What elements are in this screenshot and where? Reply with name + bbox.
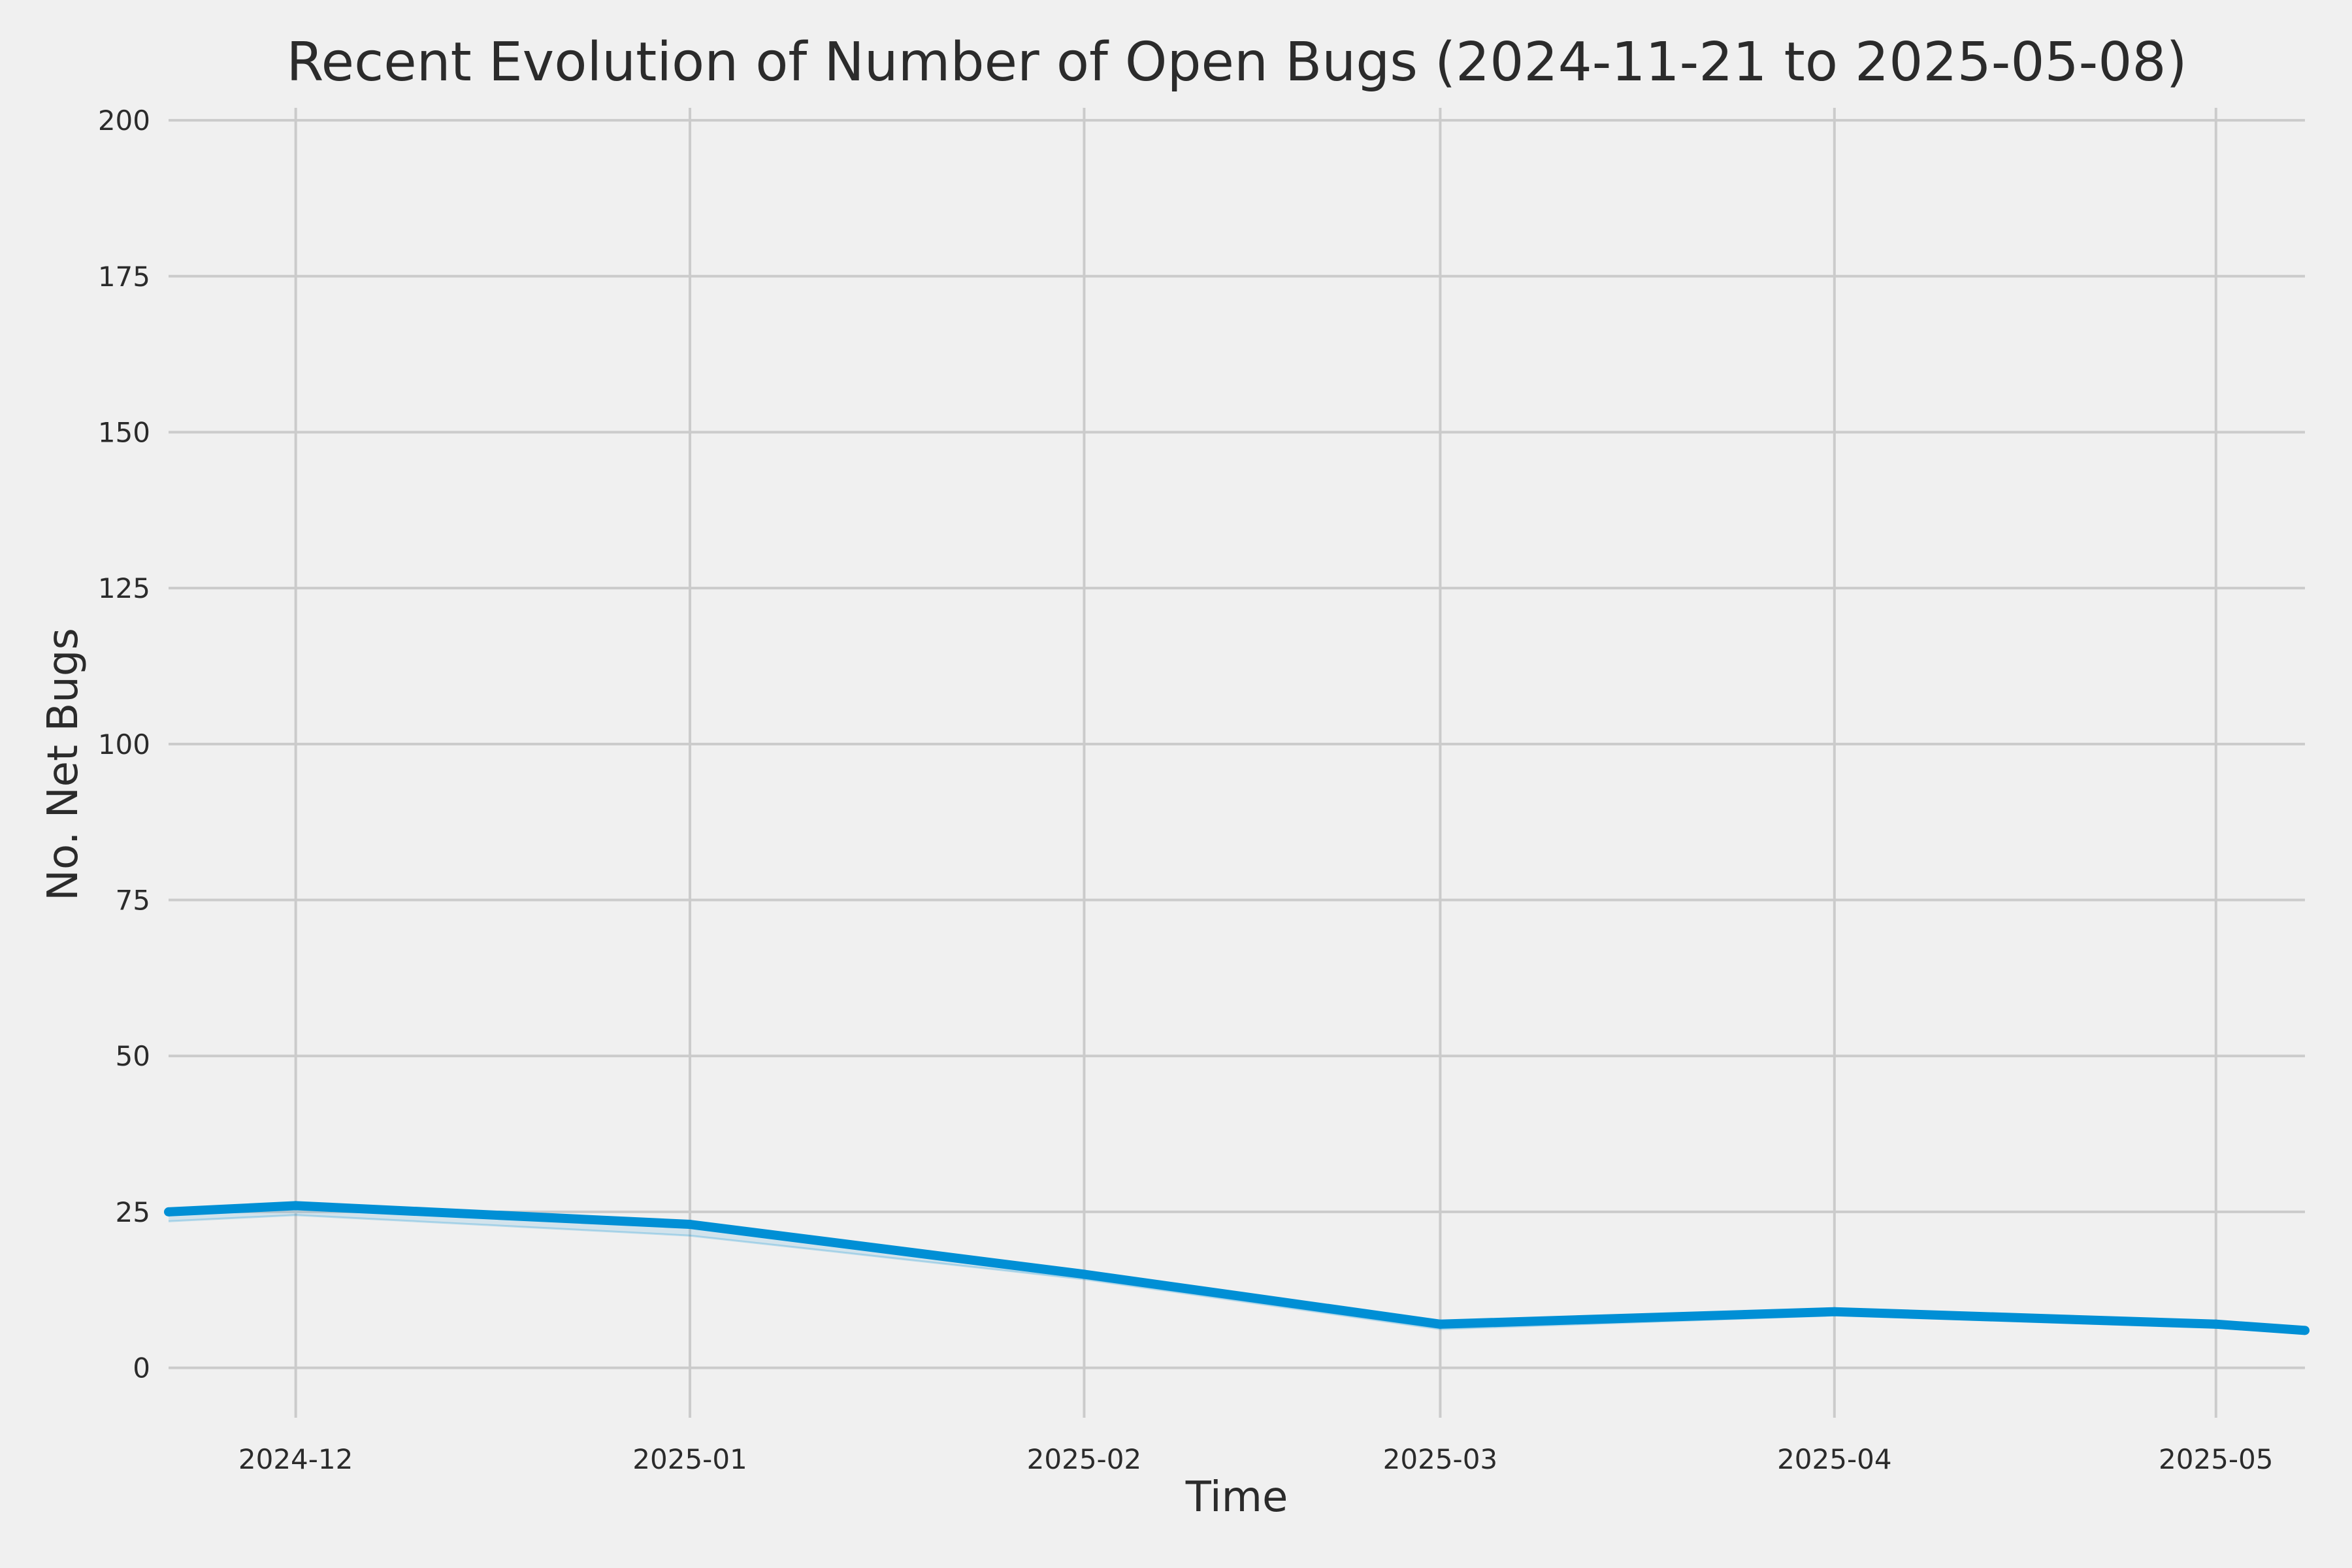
x-axis-ticks: 2024-12 2025-01 2025-02 2025-03 2025-04 2025-… [238,1443,2274,1475]
data-point [164,1207,173,1217]
y-tick-label: 200 [98,105,150,137]
data-point [685,1220,695,1230]
x-tick-label: 2025-01 [632,1443,747,1475]
chart-title: Recent Evolution of Number of Open Bugs … [286,31,2187,93]
data-point [1829,1307,1839,1316]
data-point [2211,1319,2221,1329]
grid [169,108,2305,1418]
series-layer [164,1201,2310,1335]
x-tick-label: 2024-12 [238,1443,353,1475]
y-tick-label: 0 [133,1352,150,1384]
data-point [1079,1269,1089,1279]
y-axis-label: No. Net Bugs [39,628,88,901]
x-tick-label: 2025-05 [2159,1443,2274,1475]
y-tick-label: 50 [116,1040,150,1072]
y-axis-ticks: 0 25 50 75 100 125 150 175 200 [98,105,150,1384]
data-point [291,1201,301,1211]
y-tick-label: 100 [98,728,150,760]
series-line [168,1201,2306,1335]
y-tick-label: 75 [116,885,150,917]
y-tick-label: 175 [98,261,150,293]
x-tick-label: 2025-02 [1027,1443,1142,1475]
x-tick-label: 2025-04 [1777,1443,1892,1475]
data-point [2300,1326,2310,1335]
y-tick-label: 125 [98,572,150,604]
y-tick-label: 150 [98,416,150,448]
y-tick-label: 25 [116,1196,150,1228]
x-tick-label: 2025-03 [1383,1443,1498,1475]
data-point [1435,1319,1445,1329]
x-axis-label: Time [1185,1473,1288,1522]
